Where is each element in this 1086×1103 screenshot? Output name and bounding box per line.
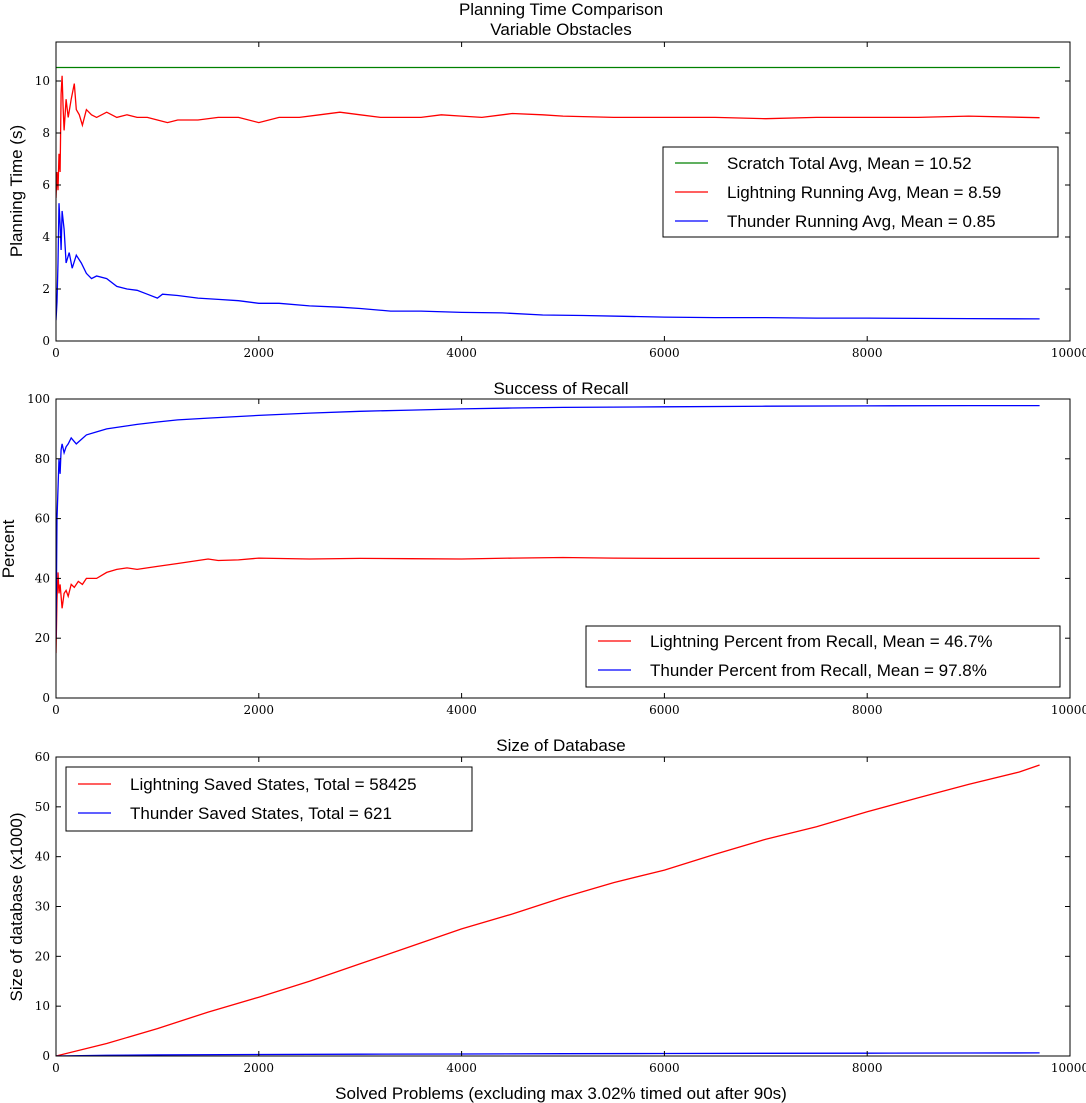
series-line-1: [56, 75, 1040, 199]
x-tick-label: 0: [52, 703, 60, 717]
x-tick-label: 8000: [852, 1061, 883, 1075]
y-tick-label: 80: [35, 452, 50, 466]
panel-title: Size of Database: [496, 736, 625, 755]
x-tick-label: 4000: [446, 346, 477, 360]
y-tick-label: 0: [42, 334, 50, 348]
y-tick-label: 20: [35, 631, 50, 645]
series-line-1: [56, 404, 1040, 639]
success-of-recall-panel: Success of Recall Percent 0 2000 4000 6000 8…: [0, 379, 1086, 717]
y-tick-label: 20: [35, 949, 50, 963]
y-axis-label: Planning Time (s): [7, 125, 26, 257]
y-tick-label: 6: [42, 178, 50, 192]
legend-label: Lightning Running Avg, Mean = 8.59: [727, 183, 1001, 202]
series-line-0: [56, 556, 1040, 654]
size-of-database-panel: Size of Database Size of database (x1000…: [7, 736, 1086, 1103]
y-tick-label: 0: [42, 691, 50, 705]
x-tick-label: 10000: [1051, 346, 1086, 360]
legend-box: [65, 766, 473, 832]
legend-label: Thunder Saved States, Total = 621: [130, 804, 392, 823]
y-tick-label: 0: [42, 1049, 50, 1063]
y-tick-label: 10: [35, 74, 50, 88]
panel-title: Success of Recall: [493, 379, 628, 398]
y-tick-label: 8: [42, 126, 50, 140]
plot-frame: [55, 398, 1071, 699]
y-tick-label: 2: [42, 282, 50, 296]
y-tick-label: 4: [42, 230, 50, 244]
panel-title: Planning Time Comparison: [459, 0, 663, 19]
legend-label: Thunder Percent from Recall, Mean = 97.8…: [650, 661, 987, 680]
y-tick-label: 30: [35, 900, 50, 914]
legend-label: Thunder Running Avg, Mean = 0.85: [727, 212, 996, 231]
x-tick-label: 0: [52, 1061, 60, 1075]
legend-label: Scratch Total Avg, Mean = 10.52: [727, 154, 972, 173]
y-tick-label: 100: [27, 392, 50, 406]
legend-box: [662, 146, 1059, 238]
x-tick-label: 10000: [1051, 1061, 1086, 1075]
y-tick-label: 40: [35, 571, 50, 585]
legend: Scratch Total Avg, Mean = 10.52 Lightning…: [662, 146, 1059, 238]
legend-box: [585, 625, 1061, 688]
x-axis-label: Solved Problems (excluding max 3.02% tim…: [335, 1084, 787, 1103]
series-line-2: [56, 203, 1040, 321]
x-tick-label: 10000: [1051, 703, 1086, 717]
plot-frame: [55, 41, 1071, 342]
y-tick-label: 60: [35, 512, 50, 526]
x-tick-label: 4000: [446, 1061, 477, 1075]
planning-time-panel: Planning Time Comparison Variable Obstac…: [7, 0, 1086, 360]
y-tick-label: 50: [35, 800, 50, 814]
x-tick-label: 6000: [649, 346, 680, 360]
x-tick-label: 4000: [446, 703, 477, 717]
legend: Lightning Saved States, Total = 58425 Thu…: [65, 766, 473, 832]
x-tick-label: 6000: [649, 1061, 680, 1075]
legend: Lightning Percent from Recall, Mean = 46…: [585, 625, 1061, 688]
y-tick-label: 40: [35, 850, 50, 864]
series-line-1: [56, 1052, 1040, 1056]
legend-label: Lightning Percent from Recall, Mean = 46…: [650, 632, 993, 651]
x-tick-label: 8000: [852, 346, 883, 360]
panel-subtitle: Variable Obstacles: [490, 20, 631, 39]
y-axis-label: Size of database (x1000): [7, 812, 26, 1001]
y-axis-label: Percent: [0, 519, 18, 578]
x-tick-label: 8000: [852, 703, 883, 717]
x-tick-label: 2000: [244, 1061, 275, 1075]
legend-label: Lightning Saved States, Total = 58425: [130, 775, 417, 794]
x-tick-label: 2000: [244, 703, 275, 717]
x-tick-label: 6000: [649, 703, 680, 717]
y-tick-label: 60: [35, 750, 50, 764]
x-tick-label: 2000: [244, 346, 275, 360]
x-tick-label: 0: [52, 346, 60, 360]
series-line-0: [56, 764, 1040, 1056]
y-tick-label: 10: [35, 999, 50, 1013]
